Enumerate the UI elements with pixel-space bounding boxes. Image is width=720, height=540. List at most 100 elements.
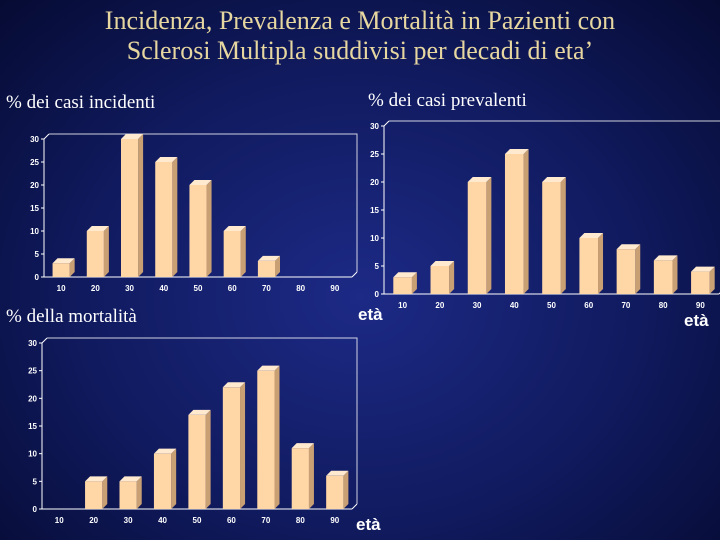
- bar-top: [257, 255, 280, 261]
- bar-top: [653, 255, 678, 261]
- bar: [430, 266, 450, 294]
- y-tick-label: 25: [28, 367, 37, 376]
- plot-frame-corner: [351, 271, 358, 278]
- bar-top: [223, 226, 246, 231]
- bar: [86, 231, 104, 277]
- bar: [542, 182, 561, 294]
- y-tick-label: 20: [28, 394, 37, 403]
- bar-top: [119, 476, 142, 482]
- bar-top: [393, 272, 417, 278]
- x-tick-label: 60: [228, 284, 237, 293]
- x-tick-label: 90: [330, 284, 339, 293]
- bar-side: [102, 476, 108, 509]
- bar-side: [560, 177, 566, 294]
- bar-side: [240, 382, 246, 509]
- plot-frame: [49, 133, 358, 272]
- bar-side: [240, 226, 246, 277]
- x-tick-label: 70: [261, 516, 270, 525]
- prevalence-x-unit: età: [684, 311, 709, 330]
- bar-side: [343, 470, 349, 509]
- x-tick-label: 40: [159, 284, 168, 293]
- x-tick-label: 50: [547, 301, 556, 310]
- y-tick-label: 5: [33, 477, 38, 486]
- x-tick-label: 30: [124, 516, 133, 525]
- bar: [119, 481, 137, 509]
- bar-top: [430, 261, 455, 266]
- bar-side: [206, 180, 212, 277]
- x-tick-label: 60: [584, 301, 593, 310]
- prevalence-bar-chart: 0 5 10 15 20 25 30 10 20 30 40 50 60 70 80 90: [370, 120, 720, 310]
- bar: [393, 277, 412, 294]
- x-tick-label: 90: [696, 301, 705, 310]
- x-tick-label: 10: [398, 301, 407, 310]
- x-tick-label: 20: [89, 516, 98, 525]
- bar-side: [672, 255, 678, 294]
- plot-frame: [47, 337, 358, 504]
- x-tick-label: 30: [473, 301, 482, 310]
- bar-side: [449, 261, 455, 294]
- y-tick-label: 10: [30, 227, 39, 236]
- bar-top: [542, 177, 566, 182]
- plot-frame-corner: [41, 337, 48, 344]
- x-tick-label: 20: [91, 284, 100, 293]
- bar: [222, 387, 241, 509]
- bar-top: [153, 448, 177, 454]
- bar-top: [52, 258, 75, 264]
- bar-side: [103, 226, 109, 277]
- bar: [189, 185, 207, 277]
- x-tick-label: 50: [193, 516, 202, 525]
- bar: [653, 260, 673, 294]
- bar: [85, 481, 103, 509]
- bar-top: [691, 266, 715, 272]
- bar-side: [274, 365, 280, 509]
- incidence-chart-title: % dei casi incidenti: [6, 92, 156, 113]
- bar: [155, 162, 173, 277]
- bar-top: [579, 233, 604, 238]
- x-tick-label: 80: [659, 301, 668, 310]
- bar-top: [188, 409, 211, 415]
- y-tick-label: 30: [370, 122, 379, 131]
- bar-top: [467, 177, 492, 182]
- y-tick-label: 20: [370, 178, 379, 187]
- bar-side: [411, 272, 417, 294]
- x-tick-label: 20: [435, 301, 444, 310]
- bar-side: [171, 448, 177, 509]
- slide-title: Incidenza, Prevalenza e Mortalità in Paz…: [104, 6, 616, 65]
- bar-top: [326, 470, 349, 476]
- x-tick-label: 40: [510, 301, 519, 310]
- x-tick-label: 10: [55, 516, 64, 525]
- plot-frame-corner: [383, 120, 390, 127]
- x-tick-label: 60: [227, 516, 236, 525]
- bar: [291, 448, 309, 509]
- incidence-bar-chart: 0 5 10 15 20 25 30 10 20 30 40 50 60 70 80 90: [30, 133, 358, 293]
- bar-top: [504, 149, 529, 154]
- bar: [188, 414, 206, 509]
- y-tick-label: 10: [28, 450, 37, 459]
- bar: [257, 370, 275, 509]
- x-tick-label: 80: [296, 284, 305, 293]
- bar-side: [598, 233, 604, 294]
- bar: [223, 231, 241, 277]
- x-tick-label: 80: [296, 516, 305, 525]
- bar-top: [121, 134, 144, 139]
- y-tick-label: 0: [33, 505, 38, 514]
- x-tick-label: 70: [621, 301, 630, 310]
- bar: [691, 271, 710, 294]
- incidence-x-unit: età: [358, 305, 383, 324]
- bar-top: [257, 365, 280, 371]
- bar-side: [138, 134, 144, 277]
- x-tick-label: 90: [330, 516, 339, 525]
- x-tick-label: 10: [57, 284, 66, 293]
- y-tick-label: 5: [375, 262, 380, 271]
- y-tick-label: 15: [370, 206, 379, 215]
- bar-top: [85, 476, 108, 482]
- bar-side: [486, 177, 492, 294]
- plot-frame: [389, 120, 720, 122]
- bar: [467, 182, 487, 294]
- bar-side: [635, 244, 641, 294]
- plot-frame-corner: [351, 503, 358, 510]
- x-tick-label: 40: [158, 516, 167, 525]
- bar-top: [616, 244, 641, 250]
- y-tick-label: 20: [30, 181, 39, 190]
- bar-side: [275, 255, 280, 277]
